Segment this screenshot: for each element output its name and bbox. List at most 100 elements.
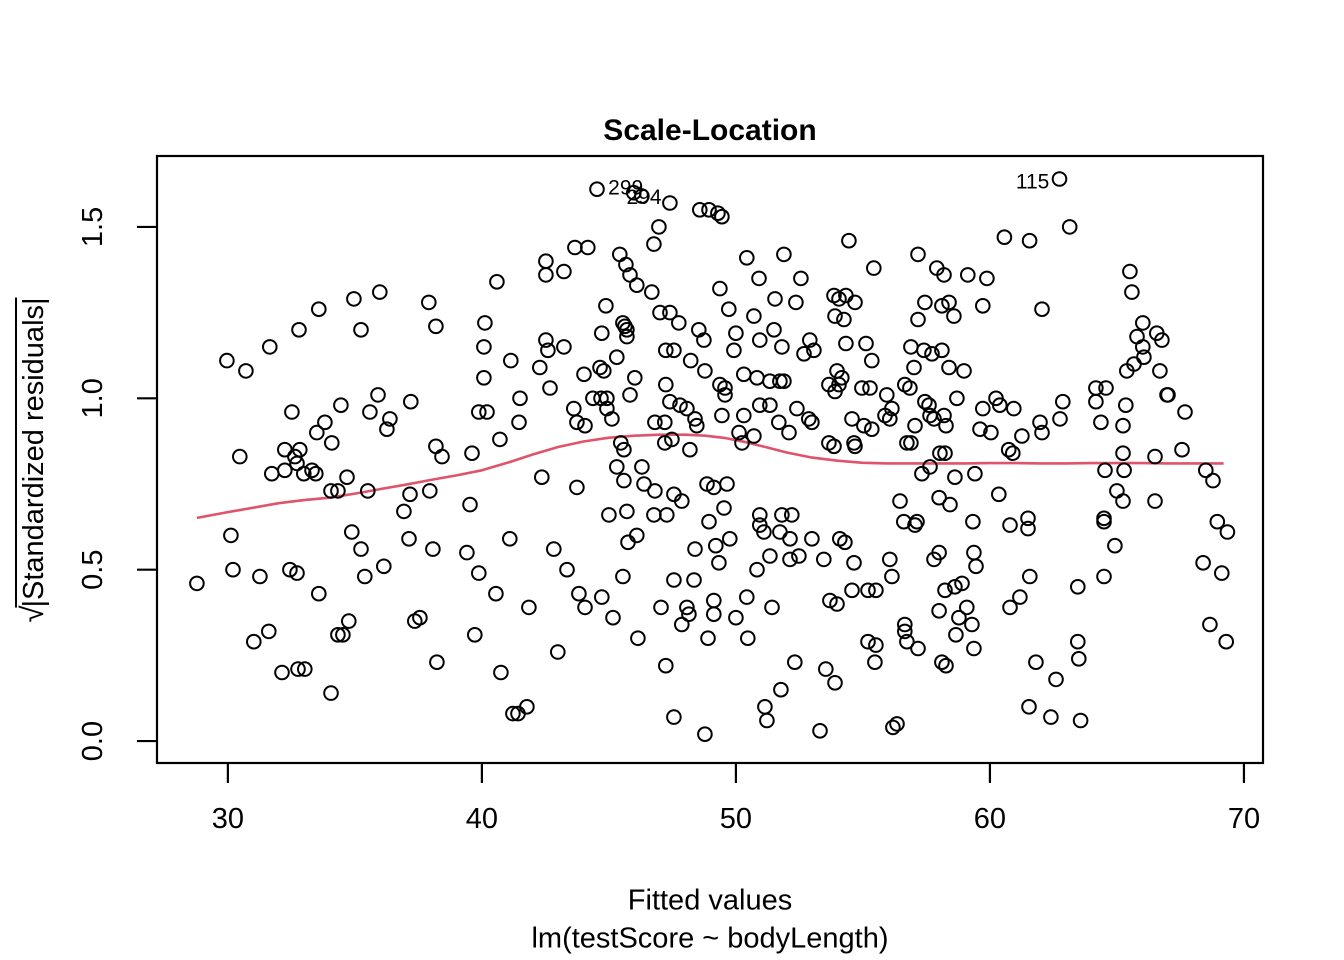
- x-tick-label: 40: [466, 803, 498, 835]
- data-point: [700, 630, 716, 647]
- data-point: [902, 380, 918, 396]
- data-point: [540, 342, 556, 359]
- data-point: [489, 274, 505, 290]
- data-point: [282, 561, 298, 578]
- data-point: [612, 246, 628, 263]
- data-point: [910, 246, 926, 263]
- data-point: [909, 513, 925, 530]
- data-point: [762, 548, 778, 564]
- data-point: [297, 661, 313, 677]
- data-point: [717, 387, 733, 403]
- data-point: [934, 342, 950, 359]
- data-point: [567, 239, 583, 256]
- data-point: [892, 493, 908, 509]
- data-point: [774, 507, 790, 523]
- data-point: [714, 208, 730, 225]
- data-point: [854, 380, 870, 396]
- data-point: [1093, 414, 1109, 431]
- y-tick-label: 0.0: [77, 721, 109, 761]
- data-point: [542, 380, 558, 396]
- data-point: [759, 712, 775, 729]
- data-point: [946, 308, 962, 324]
- data-point: [1115, 417, 1131, 434]
- data-point: [866, 260, 882, 276]
- data-point: [827, 675, 843, 691]
- y-tick-label: 1.5: [77, 207, 109, 247]
- data-point: [965, 513, 981, 530]
- data-point: [1021, 699, 1037, 715]
- data-point: [972, 421, 988, 438]
- data-point: [620, 534, 636, 551]
- data-point: [657, 435, 673, 451]
- data-point: [947, 469, 963, 486]
- data-point: [964, 616, 980, 633]
- data-point: [936, 267, 952, 283]
- data-point: [734, 435, 750, 451]
- data-point: [598, 298, 614, 314]
- data-point: [1043, 709, 1059, 725]
- data-point: [534, 469, 550, 486]
- data-point: [1002, 517, 1018, 533]
- data-point: [884, 568, 900, 585]
- data-point: [791, 548, 807, 564]
- data-point: [926, 411, 942, 427]
- data-point: [679, 400, 695, 417]
- data-point: [804, 414, 820, 431]
- plot-title: Scale-Location: [603, 114, 817, 147]
- data-point: [749, 561, 765, 578]
- data-point: [546, 541, 562, 557]
- data-point: [764, 599, 780, 616]
- data-point: [983, 424, 999, 441]
- data-point: [674, 616, 690, 633]
- data-point: [1022, 568, 1038, 585]
- data-point: [609, 349, 625, 366]
- data-point: [339, 469, 355, 486]
- data-point: [681, 606, 697, 623]
- data-point: [189, 575, 205, 592]
- data-point: [938, 657, 954, 674]
- data-point: [910, 640, 926, 657]
- data-point: [323, 685, 339, 701]
- data-point: [926, 551, 942, 568]
- data-point: [932, 445, 948, 462]
- data-point: [434, 448, 450, 465]
- data-point: [1116, 462, 1132, 479]
- data-point: [599, 390, 615, 407]
- data-point: [746, 308, 762, 324]
- data-point: [629, 277, 645, 294]
- data-point: [592, 359, 608, 376]
- data-point: [1218, 633, 1234, 650]
- data-point: [493, 664, 509, 681]
- data-point: [897, 616, 913, 633]
- data-point: [1147, 493, 1163, 509]
- data-point: [959, 599, 975, 616]
- data-point: [917, 393, 933, 410]
- data-point: [1174, 441, 1190, 458]
- data-point: [762, 397, 778, 414]
- data-point: [917, 294, 933, 311]
- data-point: [806, 342, 822, 359]
- data-point: [658, 657, 674, 674]
- data-point: [605, 609, 621, 626]
- data-point: [936, 407, 952, 424]
- data-point: [1088, 393, 1104, 410]
- data-point: [1028, 654, 1044, 671]
- data-point: [1109, 483, 1125, 499]
- data-point: [788, 294, 804, 311]
- data-point: [1115, 445, 1131, 462]
- data-point: [844, 411, 860, 427]
- data-point: [736, 407, 752, 424]
- data-point: [225, 561, 241, 578]
- data-point: [1198, 462, 1214, 479]
- data-point: [556, 339, 572, 355]
- data-point: [847, 294, 863, 311]
- data-point: [1048, 671, 1064, 688]
- data-point: [1014, 428, 1030, 444]
- data-point: [311, 301, 327, 318]
- data-point: [889, 716, 905, 732]
- data-point: [596, 363, 612, 379]
- data-point: [1219, 524, 1236, 540]
- data-point: [1214, 565, 1230, 581]
- data-point: [277, 441, 293, 458]
- data-point: [308, 465, 324, 482]
